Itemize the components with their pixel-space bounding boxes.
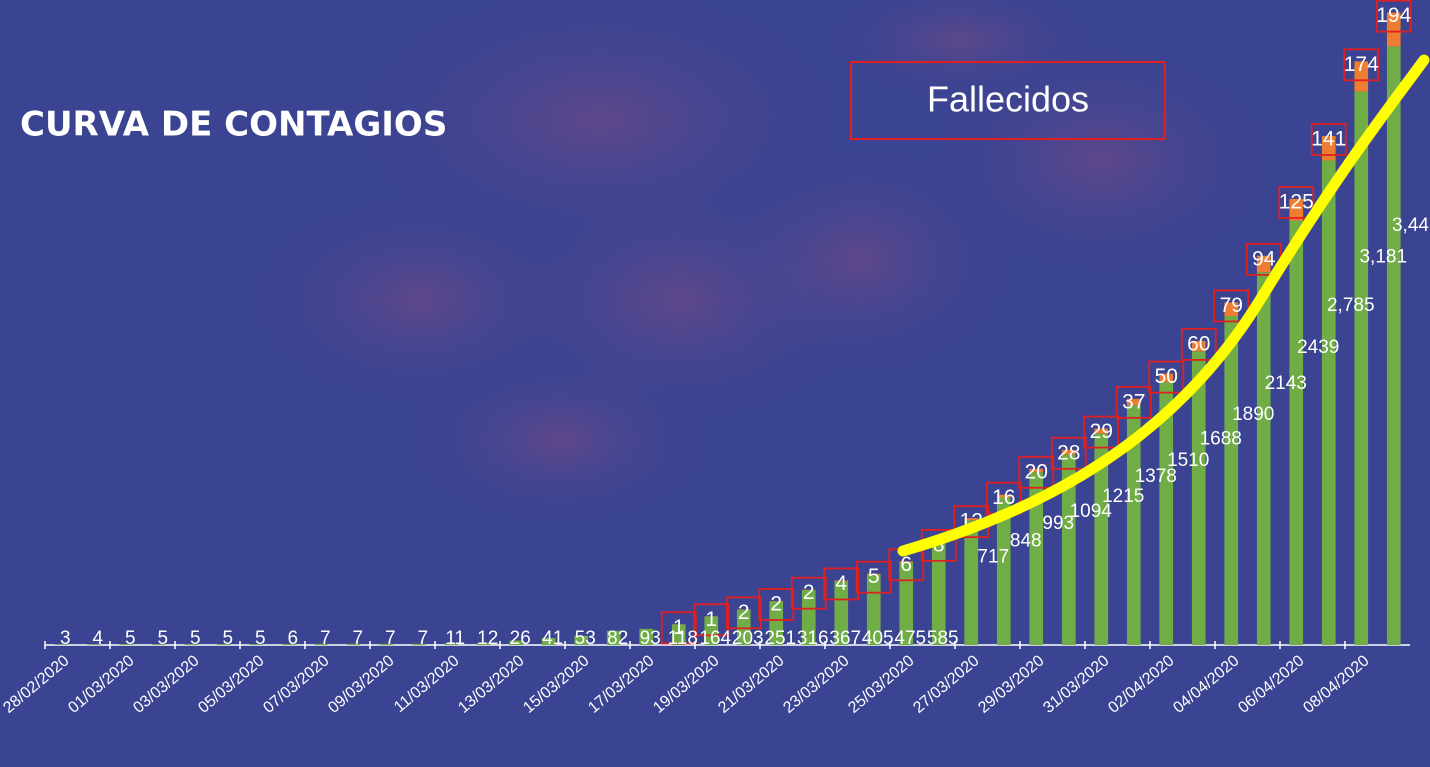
value-label: 1890 xyxy=(1232,404,1274,425)
value-label: 7 xyxy=(417,628,428,649)
value-label: 26 xyxy=(510,628,531,649)
death-label: 37 xyxy=(1122,390,1145,413)
value-label: 4 xyxy=(92,628,103,649)
value-label: 5 xyxy=(125,628,136,649)
death-label: 2 xyxy=(738,601,750,624)
death-label: 1 xyxy=(673,616,685,639)
death-label: 29 xyxy=(1090,420,1113,443)
value-label: 2,785 xyxy=(1327,295,1375,316)
death-label: 1 xyxy=(705,608,717,631)
value-label: 5 xyxy=(222,628,233,649)
death-label: 94 xyxy=(1252,247,1276,270)
bar xyxy=(1192,351,1206,645)
value-label: 251 xyxy=(764,628,796,649)
value-label: 367 xyxy=(829,628,861,649)
value-label: 7 xyxy=(320,628,331,649)
value-label: 164 xyxy=(699,628,731,649)
death-label: 141 xyxy=(1311,128,1346,151)
value-label: 3 xyxy=(60,628,71,649)
bar xyxy=(1322,160,1336,645)
value-label: 405 xyxy=(862,628,894,649)
value-label: 7 xyxy=(352,628,363,649)
annotation: Fallecidos xyxy=(927,79,1089,120)
value-label: 316 xyxy=(797,628,829,649)
value-label: 2439 xyxy=(1297,337,1339,358)
value-label: 203 xyxy=(732,628,764,649)
value-label: 1688 xyxy=(1200,428,1242,449)
value-label: 5 xyxy=(157,628,168,649)
value-label: 7 xyxy=(385,628,396,649)
death-label: 28 xyxy=(1057,441,1080,464)
value-label: 6 xyxy=(287,628,298,649)
bar xyxy=(1289,221,1303,645)
value-label: 475 xyxy=(894,628,926,649)
chart: CURVA DE CONTAGIOS Fallecidos 28/02/2020… xyxy=(0,0,1430,767)
death-label: 5 xyxy=(868,565,880,588)
bar xyxy=(964,520,978,645)
death-label: 174 xyxy=(1344,53,1379,76)
value-label: 1510 xyxy=(1167,450,1209,471)
value-label: 1215 xyxy=(1102,486,1144,507)
value-label: 41 xyxy=(542,628,563,649)
bar xyxy=(1354,92,1368,645)
value-label: 848 xyxy=(1010,531,1042,552)
death-label: 4 xyxy=(835,572,847,595)
value-label: 11 xyxy=(445,628,465,649)
bar xyxy=(1224,316,1238,645)
death-label: 194 xyxy=(1376,4,1411,27)
death-label: 20 xyxy=(1025,460,1048,483)
value-label: 717 xyxy=(977,547,1009,568)
value-label: 53 xyxy=(575,628,596,649)
value-label: 93 xyxy=(640,628,661,649)
death-label: 50 xyxy=(1155,365,1178,388)
value-label: 585 xyxy=(927,628,959,649)
value-label: 5 xyxy=(255,628,266,649)
value-label: 5 xyxy=(190,628,201,649)
death-label: 2 xyxy=(803,581,815,604)
value-label: 12 xyxy=(477,628,498,649)
value-label: 3,441 xyxy=(1392,215,1430,236)
value-label: 3,181 xyxy=(1359,247,1407,268)
chart-title: CURVA DE CONTAGIOS xyxy=(20,105,447,145)
value-label: 2143 xyxy=(1265,373,1307,394)
death-label: 125 xyxy=(1279,190,1314,213)
death-label: 2 xyxy=(770,593,782,616)
death-label: 60 xyxy=(1187,332,1210,355)
bar xyxy=(1387,46,1401,645)
bar xyxy=(1257,272,1271,645)
death-label: 79 xyxy=(1220,294,1243,317)
value-label: 82 xyxy=(607,628,628,649)
